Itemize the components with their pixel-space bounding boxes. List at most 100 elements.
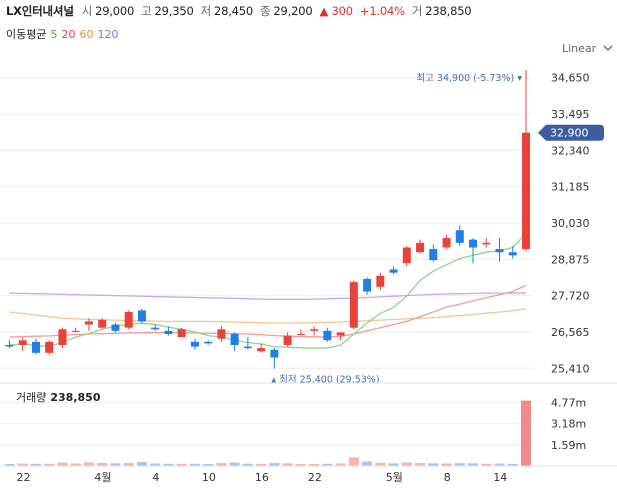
volume-bar xyxy=(189,463,200,466)
candle xyxy=(204,341,213,344)
volume-bar xyxy=(481,463,492,466)
volume-bar xyxy=(309,464,320,466)
close-value: 29,200 xyxy=(273,4,313,18)
volume-bar xyxy=(17,463,28,466)
candle xyxy=(18,340,27,345)
candle xyxy=(508,252,517,256)
candle xyxy=(376,275,385,287)
volume-tick-label: 4.77m xyxy=(551,396,586,409)
ma5-line xyxy=(9,232,527,349)
y-tick-label: 32,340 xyxy=(551,144,590,157)
volume-bar xyxy=(282,463,293,466)
volume-bar xyxy=(348,457,359,466)
stock-header: LX인터내셔널 시 29,000 고 29,350 저 28,450 종 29,… xyxy=(6,0,478,22)
volume-bar xyxy=(163,463,174,466)
candle xyxy=(402,247,411,264)
candle xyxy=(257,348,266,352)
ma120-label: 120 xyxy=(97,27,119,41)
candle xyxy=(137,310,146,322)
candle xyxy=(164,330,173,334)
open-value: 29,000 xyxy=(95,4,135,18)
ma20-label: 20 xyxy=(61,27,76,41)
stock-name: LX인터내셔널 xyxy=(6,4,74,18)
candle xyxy=(5,344,14,347)
ma120-line xyxy=(9,292,527,301)
open-label: 시 xyxy=(81,4,93,18)
scale-dropdown[interactable]: Linear xyxy=(562,40,615,56)
candle xyxy=(71,330,80,332)
volume-bar xyxy=(388,463,399,466)
volume-bar xyxy=(375,462,386,466)
y-tick-label: 26,565 xyxy=(551,326,590,339)
volume-tick-label: 3.18m xyxy=(551,418,586,431)
candle xyxy=(243,346,252,349)
y-tick-label: 33,495 xyxy=(551,108,590,121)
min-price-label: ▴ 최저 25,400 (29.53%) xyxy=(271,375,379,386)
x-tick-label: 5월 xyxy=(386,471,403,484)
candle xyxy=(111,324,120,331)
candle xyxy=(482,242,491,245)
volume-bar xyxy=(30,463,41,466)
volume-panel-value: 238,850 xyxy=(50,391,101,404)
volume-bar xyxy=(322,463,333,466)
x-tick-label: 10 xyxy=(202,471,216,484)
volume-bar xyxy=(70,463,81,466)
candle xyxy=(58,329,67,345)
y-tick-label: 34,650 xyxy=(551,72,590,85)
volume-bar xyxy=(441,463,452,466)
volume-bar xyxy=(401,462,412,466)
high-label: 고 xyxy=(141,4,152,18)
candle xyxy=(45,341,54,353)
low-value: 28,450 xyxy=(213,4,254,18)
candle xyxy=(217,329,226,339)
volume-bar xyxy=(494,463,505,466)
x-tick-label: 22 xyxy=(17,471,31,484)
ma60-line xyxy=(9,308,527,324)
ma20-line xyxy=(9,284,527,338)
candle xyxy=(389,269,398,273)
volume-bar xyxy=(428,463,439,466)
low-label: 저 xyxy=(200,4,212,18)
candle xyxy=(455,230,464,243)
volume-bar xyxy=(203,464,214,466)
candle xyxy=(310,329,319,331)
candle xyxy=(177,329,186,338)
max-price-label: 최고 34,900 (-5.73%) ▾ xyxy=(416,73,522,84)
candle xyxy=(230,333,239,345)
x-tick-label: 4 xyxy=(152,471,159,484)
candle xyxy=(151,327,160,330)
volume-bar xyxy=(269,463,280,466)
volume-bar xyxy=(216,463,227,466)
ma60-label: 60 xyxy=(79,27,94,41)
x-tick-label: 14 xyxy=(493,471,507,484)
change-percent: +1.04% xyxy=(359,4,405,18)
ma5-label: 5 xyxy=(50,27,58,41)
candle xyxy=(349,282,358,328)
volume-label: 거 xyxy=(411,4,423,18)
volume-bar xyxy=(454,463,465,466)
volume-bar xyxy=(83,462,94,466)
volume-bar xyxy=(4,464,15,466)
y-tick-label: 31,185 xyxy=(551,181,590,194)
y-tick-label: 28,875 xyxy=(551,253,590,266)
candle xyxy=(296,333,305,335)
volume-bar xyxy=(97,462,108,466)
volume-value: 238,850 xyxy=(425,4,472,18)
volume-bar xyxy=(176,463,187,466)
volume-bar xyxy=(136,462,147,466)
x-tick-label: 22 xyxy=(308,471,322,484)
candle xyxy=(522,132,530,250)
candle xyxy=(283,335,292,345)
candle xyxy=(31,341,40,353)
volume-bar xyxy=(507,463,518,466)
volume-bar xyxy=(57,462,68,466)
candle xyxy=(495,249,504,253)
current-price-label: 32,900 xyxy=(550,127,589,140)
scale-label: Linear xyxy=(562,41,597,55)
moving-average-legend[interactable]: 이동평균 5 20 60 120 xyxy=(6,25,122,43)
volume-panel-label: 거래량 238,850 xyxy=(16,389,100,405)
y-tick-label: 30,030 xyxy=(551,217,590,230)
volume-bar xyxy=(229,462,240,466)
volume-bar xyxy=(256,463,267,466)
